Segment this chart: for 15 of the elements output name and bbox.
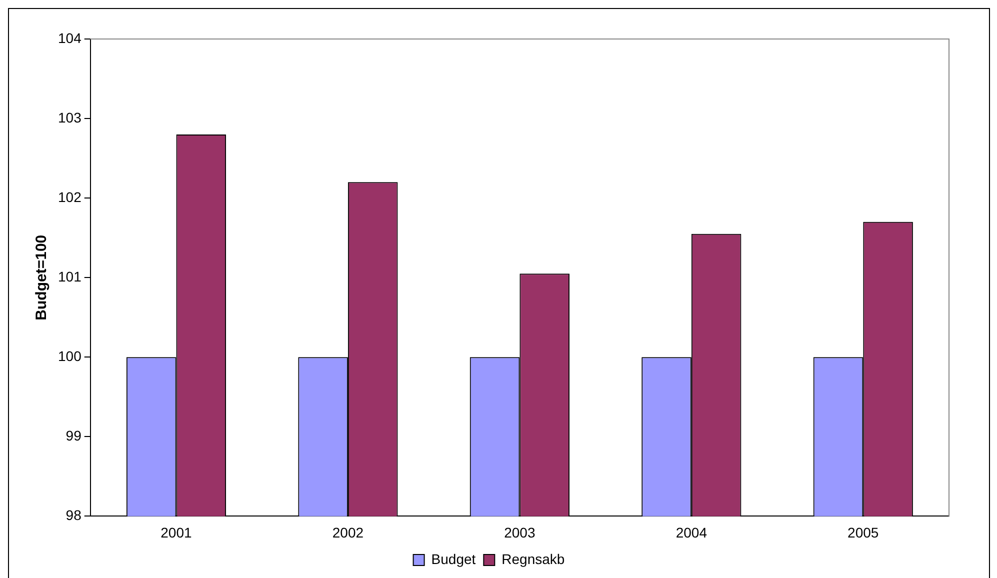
legend-label: Regnsakb — [502, 550, 565, 567]
legend-label: Budget — [431, 550, 476, 567]
x-tick-label: 2004 — [676, 524, 708, 540]
y-tick-label: 101 — [58, 268, 82, 284]
y-tick-label: 98 — [66, 507, 82, 524]
y-tick-label: 99 — [66, 428, 82, 444]
x-tick-label: 2002 — [332, 524, 364, 540]
x-tick-label: 2005 — [848, 524, 879, 540]
y-tick-label: 100 — [58, 348, 82, 364]
x-tick-label: 2003 — [504, 524, 536, 540]
y-axis-title: Budget=100 — [33, 234, 50, 320]
x-tick-label: 2001 — [160, 524, 192, 540]
y-tick-label: 103 — [58, 109, 82, 126]
y-tick-label: 104 — [58, 30, 82, 46]
y-tick-label: 102 — [58, 188, 82, 205]
